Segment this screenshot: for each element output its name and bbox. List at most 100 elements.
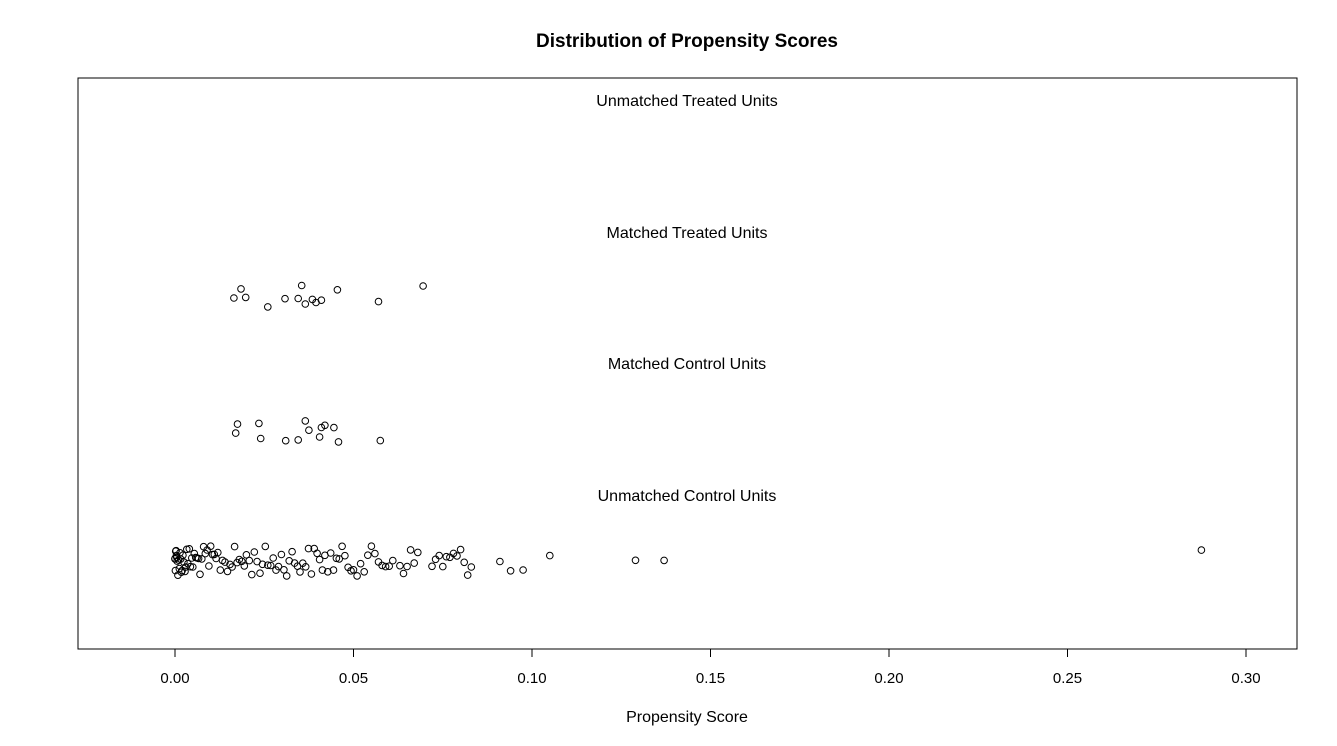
data-point — [245, 556, 254, 565]
data-point — [406, 546, 415, 554]
data-point — [201, 549, 210, 558]
data-point — [330, 423, 338, 432]
group-label: Unmatched Control Units — [598, 488, 777, 505]
data-point — [230, 542, 239, 551]
data-point — [364, 551, 372, 560]
data-point — [463, 571, 472, 579]
data-point — [349, 566, 358, 574]
data-point — [296, 568, 304, 576]
data-point — [371, 549, 379, 558]
data-point — [389, 556, 397, 565]
data-point — [223, 567, 232, 576]
data-point — [301, 417, 310, 425]
data-point — [194, 554, 203, 563]
data-point — [250, 548, 259, 556]
data-point — [231, 429, 240, 437]
data-point — [419, 282, 427, 290]
data-point — [181, 567, 189, 576]
data-point — [460, 558, 469, 567]
data-point — [274, 562, 283, 571]
data-point — [410, 559, 419, 567]
data-point — [301, 563, 310, 571]
data-point — [237, 285, 245, 293]
data-point — [353, 572, 361, 580]
data-point — [442, 552, 451, 561]
data-point — [264, 303, 272, 311]
data-point — [305, 426, 313, 435]
data-point — [467, 563, 476, 571]
x-tick-label: 0.00 — [160, 670, 189, 687]
data-point — [496, 557, 504, 566]
data-point — [376, 436, 385, 445]
data-point — [304, 544, 313, 553]
data-point — [241, 293, 250, 302]
data-point — [334, 438, 343, 446]
data-point — [221, 558, 229, 566]
data-point — [264, 561, 272, 570]
data-point — [399, 569, 408, 578]
data-point — [367, 542, 376, 551]
data-point — [258, 560, 267, 569]
data-point — [294, 294, 303, 303]
data-point — [185, 545, 194, 553]
data-point — [360, 568, 369, 576]
data-point — [228, 563, 236, 571]
data-point — [341, 551, 349, 560]
data-point — [660, 556, 668, 565]
data-point — [403, 562, 411, 571]
data-point — [277, 550, 286, 559]
x-tick-label: 0.10 — [517, 670, 546, 687]
data-point — [189, 563, 197, 571]
data-point — [282, 572, 291, 580]
data-point — [519, 566, 527, 574]
data-point — [256, 569, 264, 578]
data-point — [631, 556, 640, 565]
data-point — [266, 561, 275, 570]
data-point — [378, 561, 386, 570]
data-point — [242, 551, 251, 559]
data-point — [335, 555, 344, 563]
data-point — [1197, 546, 1206, 554]
data-point — [338, 542, 346, 551]
data-point — [356, 559, 365, 568]
data-point — [281, 294, 289, 303]
data-point — [317, 296, 326, 305]
data-point — [453, 552, 461, 560]
data-point — [324, 568, 332, 576]
data-point — [171, 555, 179, 563]
data-point — [315, 433, 324, 441]
data-point — [233, 420, 242, 428]
data-point — [333, 286, 342, 294]
data-point — [456, 545, 465, 554]
data-point — [431, 555, 440, 564]
data-point — [506, 567, 515, 575]
data-point — [374, 297, 383, 306]
data-point — [280, 566, 288, 574]
data-point — [196, 570, 204, 579]
data-point — [301, 300, 310, 308]
data-point — [381, 562, 390, 571]
data-point — [329, 566, 338, 574]
data-point — [186, 562, 195, 571]
data-point — [435, 551, 444, 560]
data-point — [256, 434, 265, 443]
data-point — [385, 562, 394, 571]
data-point — [269, 554, 278, 562]
data-point — [326, 549, 335, 557]
data-point — [180, 558, 188, 566]
data-point — [288, 547, 296, 556]
chart-title: Distribution of Propensity Scores — [536, 31, 838, 52]
data-point — [332, 554, 341, 563]
x-axis: 0.00 0.05 0.10 0.15 0.20 0.25 0.30 — [160, 648, 1261, 687]
group-label: Matched Control Units — [608, 356, 766, 373]
data-point — [313, 549, 321, 558]
data-point — [255, 419, 263, 428]
group-label: Matched Treated Units — [607, 225, 768, 242]
data-point — [546, 551, 554, 560]
data-point — [321, 421, 329, 430]
data-point — [281, 436, 290, 445]
data-point — [214, 548, 222, 557]
data-point — [248, 570, 256, 579]
data-point — [230, 294, 238, 302]
data-point — [396, 561, 404, 570]
